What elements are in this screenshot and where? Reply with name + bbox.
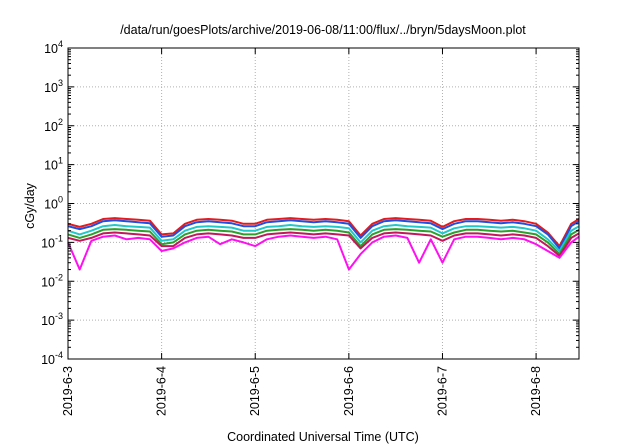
series-line-2: [67, 219, 580, 250]
y-tick-label: 100: [44, 195, 63, 212]
x-tick-label: 2019-6-6: [342, 366, 356, 416]
y-tick-label: 101: [44, 156, 63, 173]
series-line-3: [67, 224, 580, 252]
x-tick-label: 2019-6-4: [155, 366, 169, 416]
x-ticks: 2019-6-3 2019-6-4 2019-6-5 2019-6-6 2019-6-7…: [61, 48, 543, 416]
y-tick-label: 102: [44, 117, 63, 134]
y-tick-label: 10-1: [41, 233, 63, 250]
x-tick-label: 2019-6-5: [248, 366, 262, 416]
series-line-5: [67, 231, 580, 257]
chart-title: /data/run/goesPlots/archive/2019-06-08/1…: [120, 23, 526, 37]
series-line-4: [67, 228, 580, 256]
series-layer: [67, 217, 580, 271]
y-ticks: 10-4 10-3 10-2 10-1 100 101 102 103 104: [41, 39, 579, 367]
y-axis-label: cGy/day: [23, 182, 37, 229]
series-line-6: [67, 234, 580, 271]
y-tick-label: 10-4: [41, 350, 63, 367]
x-axis-label: Coordinated Universal Time (UTC): [227, 430, 419, 444]
x-tick-label: 2019-6-3: [61, 366, 75, 416]
grid: [68, 48, 579, 359]
y-tick-label: 10-2: [41, 272, 63, 289]
y-tick-label: 103: [44, 78, 63, 95]
x-tick-label: 2019-6-8: [529, 366, 543, 416]
y-tick-label: 10-3: [41, 311, 63, 328]
x-tick-label: 2019-6-7: [435, 366, 449, 416]
series-line-1: [67, 217, 580, 248]
y-tick-label: 104: [44, 39, 63, 56]
